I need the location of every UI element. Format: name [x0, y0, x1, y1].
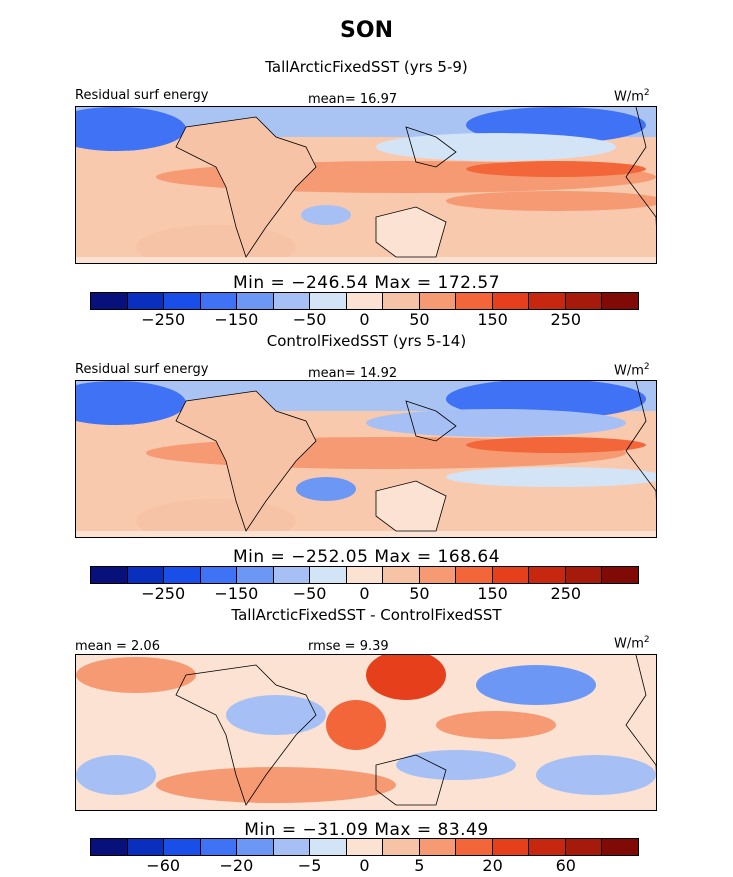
colorbar-swatch [310, 293, 347, 309]
colorbar-tick-label: 20 [482, 856, 503, 875]
colorbar-swatch [383, 567, 420, 583]
panel-1-minmax: Min = −246.54 Max = 172.57 [232, 273, 501, 293]
colorbar-tick-label: 50 [409, 310, 430, 329]
panel-1-title: TallArcticFixedSST (yrs 5-9) [265, 58, 468, 76]
colorbar-swatch [200, 293, 238, 309]
panel-2-map [75, 380, 657, 538]
colorbar-swatch [346, 839, 384, 855]
colorbar-swatch [602, 567, 638, 583]
colorbar-swatch [383, 839, 420, 855]
panel-3-units: W/m2 [614, 635, 650, 652]
panel-3-map [75, 654, 657, 811]
panel-3-colorbar [90, 838, 639, 856]
colorbar-tick-label: −60 [146, 856, 181, 875]
colorbar-tick-label: −150 [214, 584, 259, 603]
panel-1-map [75, 106, 657, 264]
colorbar-swatch [164, 567, 201, 583]
colorbar-tick-label: 0 [359, 310, 370, 329]
colorbar-swatch [273, 839, 311, 855]
colorbar-tick-label: 150 [477, 310, 508, 329]
colorbar-swatch [164, 839, 201, 855]
colorbar-swatch [237, 567, 274, 583]
panel-3-title: TallArcticFixedSST - ControlFixedSST [231, 606, 502, 624]
colorbar-swatch [383, 293, 420, 309]
colorbar-swatch [91, 839, 128, 855]
colorbar-swatch [565, 567, 603, 583]
colorbar-swatch [602, 293, 638, 309]
colorbar-swatch [419, 293, 457, 309]
colorbar-tick-label: 50 [409, 584, 430, 603]
colorbar-tick-label: −250 [141, 584, 186, 603]
colorbar-tick-label: −250 [141, 310, 186, 329]
colorbar-swatch [273, 567, 311, 583]
colorbar-swatch [127, 567, 165, 583]
colorbar-swatch [237, 293, 274, 309]
colorbar-swatch [602, 839, 638, 855]
colorbar-swatch [456, 293, 493, 309]
colorbar-swatch [492, 567, 530, 583]
panel-1-map-field [76, 107, 656, 263]
panel-2-units: W/m2 [614, 362, 650, 379]
colorbar-tick-label: 0 [359, 584, 370, 603]
colorbar-swatch [456, 567, 493, 583]
panel-2-colorbar-ticks: −250 −150 −50 0 50 150 250 [90, 584, 639, 604]
panel-2-title: ControlFixedSST (yrs 5-14) [266, 332, 467, 350]
panel-3-rmse-label: rmse = 9.39 [308, 639, 389, 654]
colorbar-tick-label: 60 [555, 856, 576, 875]
panel-1-mean-label: mean= 16.97 [308, 92, 398, 107]
colorbar-swatch [237, 839, 274, 855]
colorbar-tick-label: −20 [219, 856, 254, 875]
colorbar-swatch [565, 839, 603, 855]
colorbar-tick-label: −50 [292, 584, 327, 603]
colorbar-tick-label: 5 [414, 856, 425, 875]
panel-3-minmax: Min = −31.09 Max = 83.49 [244, 820, 489, 840]
colorbar-swatch [164, 293, 201, 309]
colorbar-tick-label: 250 [550, 584, 582, 603]
panel-3-mean-label: mean = 2.06 [75, 639, 160, 654]
colorbar-swatch [492, 839, 530, 855]
panel-2-colorbar [90, 566, 639, 584]
colorbar-tick-label: 150 [477, 584, 508, 603]
colorbar-swatch [310, 839, 347, 855]
panel-1-units: W/m2 [614, 88, 650, 105]
colorbar-swatch [127, 293, 165, 309]
colorbar-swatch [492, 293, 530, 309]
panel-2-minmax: Min = −252.05 Max = 168.64 [232, 547, 501, 567]
panel-3-map-field [76, 655, 656, 810]
colorbar-swatch [456, 839, 493, 855]
colorbar-swatch [346, 567, 384, 583]
panel-1-left-label: Residual surf energy [75, 88, 209, 103]
colorbar-swatch [529, 839, 566, 855]
colorbar-swatch [529, 293, 566, 309]
colorbar-swatch [91, 293, 128, 309]
colorbar-swatch [91, 567, 128, 583]
colorbar-tick-label: 0 [359, 856, 370, 875]
panel-1-colorbar [90, 292, 639, 310]
panel-2-left-label: Residual surf energy [75, 362, 209, 377]
colorbar-swatch [310, 567, 347, 583]
colorbar-swatch [419, 839, 457, 855]
colorbar-swatch [346, 293, 384, 309]
colorbar-swatch [127, 839, 165, 855]
colorbar-tick-label: −5 [297, 856, 322, 875]
colorbar-swatch [273, 293, 311, 309]
colorbar-tick-label: 250 [550, 310, 582, 329]
panel-1-colorbar-ticks: −250 −150 −50 0 50 150 250 [90, 310, 639, 330]
colorbar-swatch [529, 567, 566, 583]
panel-2-mean-label: mean= 14.92 [308, 366, 398, 381]
panel-2-map-field [76, 381, 656, 537]
colorbar-swatch [200, 839, 238, 855]
colorbar-tick-label: −50 [292, 310, 327, 329]
season-title: SON [340, 18, 393, 43]
colorbar-swatch [565, 293, 603, 309]
colorbar-swatch [200, 567, 238, 583]
panel-3-colorbar-ticks: −60 −20 −5 0 5 20 60 [90, 856, 639, 876]
colorbar-swatch [419, 567, 457, 583]
colorbar-tick-label: −150 [214, 310, 259, 329]
